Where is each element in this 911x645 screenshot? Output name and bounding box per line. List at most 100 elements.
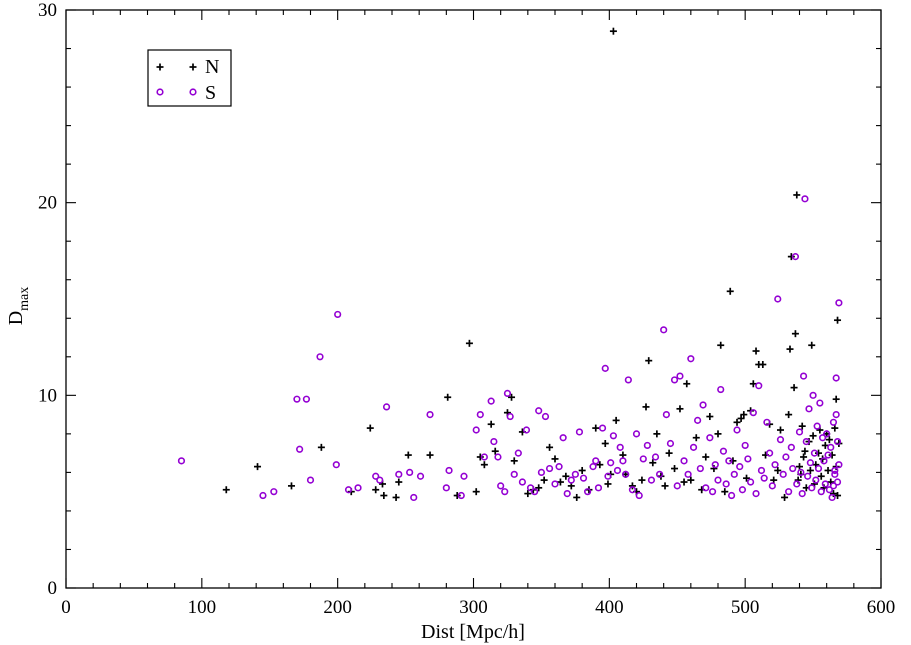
y-tick-label: 20 — [38, 193, 57, 214]
data-point-n — [426, 451, 434, 459]
data-point-s — [833, 478, 842, 486]
y-tick-label: 10 — [38, 385, 57, 406]
data-point-s — [814, 464, 823, 473]
data-point-s — [604, 472, 612, 480]
data-point-n — [808, 341, 816, 349]
data-point-s — [801, 195, 809, 203]
data-point-s — [831, 466, 839, 475]
data-point-s — [752, 489, 760, 498]
data-point-s — [741, 441, 749, 450]
data-point-n — [828, 451, 836, 459]
data-point-n — [794, 476, 802, 484]
data-point-s — [746, 478, 755, 486]
data-point-n — [287, 482, 295, 490]
data-point-s — [490, 437, 498, 446]
data-point-s — [810, 449, 819, 457]
data-point-n — [671, 465, 679, 473]
data-point-n — [785, 411, 793, 419]
data-point-s — [791, 253, 800, 261]
data-point-n — [680, 478, 688, 486]
data-point-s — [829, 482, 838, 490]
data-point-n — [649, 459, 657, 467]
data-point-s — [699, 401, 707, 409]
data-point-s — [666, 439, 675, 448]
data-point-n — [706, 413, 714, 421]
data-point-s — [382, 403, 391, 411]
x-axis-title: Dist [Mpc/h] — [421, 621, 525, 643]
data-point-s — [706, 434, 714, 442]
data-point-s — [825, 486, 833, 494]
data-point-n — [404, 451, 412, 459]
data-point-n — [604, 480, 612, 488]
data-point-s — [702, 484, 710, 492]
data-point-n — [524, 490, 532, 498]
data-point-s — [818, 434, 827, 442]
data-point-n — [831, 424, 839, 432]
data-point-n — [508, 393, 516, 401]
data-point-s — [744, 455, 752, 463]
y-axis-title-subscript: max — [17, 287, 32, 311]
data-point-n — [726, 287, 734, 295]
data-point-n — [798, 422, 806, 430]
data-point-s — [426, 411, 434, 419]
data-point-s — [514, 449, 522, 457]
data-point-n — [612, 416, 620, 424]
legend-label-n: N — [205, 56, 219, 78]
data-point-n — [740, 411, 748, 419]
data-point-s — [567, 476, 575, 484]
data-point-s — [647, 476, 656, 484]
axis-ticks — [65, 9, 882, 589]
data-point-n — [834, 316, 842, 324]
data-point-s — [789, 464, 797, 473]
data-point-n — [801, 447, 809, 455]
data-point-n — [392, 493, 400, 501]
data-point-n — [743, 474, 751, 482]
legend-entry-s — [156, 88, 197, 96]
data-point-s — [259, 491, 267, 500]
data-series — [177, 27, 843, 502]
data-point-s — [563, 489, 571, 498]
data-point-s — [635, 491, 643, 500]
data-point-n — [683, 380, 691, 388]
data-point-n — [806, 466, 814, 474]
data-point-s — [583, 488, 592, 496]
data-point-n — [702, 453, 710, 461]
data-point-n — [653, 430, 661, 438]
data-point-s — [472, 426, 480, 434]
y-tick-labels: 0 10 20 30 — [38, 0, 57, 599]
data-point-s — [628, 486, 637, 494]
data-point-s — [776, 436, 785, 444]
data-point-n — [815, 449, 823, 457]
data-point-s — [571, 470, 579, 478]
data-point-s — [445, 466, 453, 475]
data-point-n — [733, 418, 741, 426]
data-point-n — [809, 432, 817, 440]
data-point-n — [796, 463, 803, 471]
data-point-s — [829, 418, 838, 426]
data-point-s — [821, 480, 829, 488]
data-point-s — [708, 488, 717, 496]
data-point-s — [835, 461, 843, 469]
data-point-n — [832, 395, 840, 403]
data-point-s — [795, 428, 804, 436]
y-tick-label: 30 — [38, 0, 57, 21]
data-point-s — [622, 470, 630, 478]
legend-marker-n — [189, 63, 197, 71]
data-point-n — [609, 27, 617, 35]
data-point-s — [632, 430, 641, 438]
data-point-s — [727, 491, 736, 500]
data-point-n — [790, 384, 798, 392]
data-point-s — [410, 493, 418, 502]
data-point-s — [501, 488, 509, 496]
x-tick-label: 500 — [731, 597, 760, 618]
data-point-n — [642, 403, 650, 411]
data-point-s — [643, 441, 651, 450]
data-point-s — [755, 382, 763, 390]
data-point-n — [752, 347, 760, 355]
data-point-s — [719, 447, 728, 455]
data-point-s — [296, 445, 304, 453]
data-point-s — [802, 437, 810, 446]
data-point-s — [689, 443, 698, 451]
data-point-n — [829, 490, 837, 498]
